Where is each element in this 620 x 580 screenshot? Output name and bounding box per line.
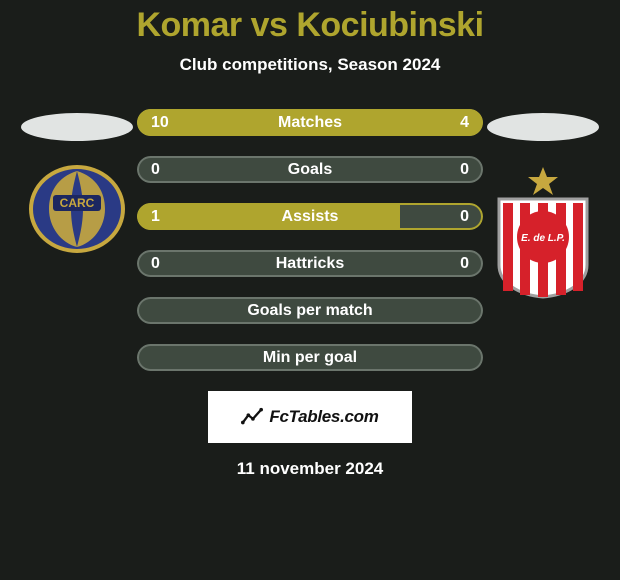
shadow-ellipse-right	[487, 113, 599, 141]
stat-bar: 00Goals	[137, 156, 483, 183]
stat-bars: 104Matches 00Goals 10Assists 00Hattricks Goa…	[137, 109, 483, 371]
stat-bar-label: Goals	[137, 156, 483, 183]
svg-text:E. de L.P.: E. de L.P.	[521, 233, 565, 244]
stat-bar: Min per goal	[137, 344, 483, 371]
footer-brand-badge[interactable]: FcTables.com	[208, 391, 412, 443]
stat-bar-label: Assists	[137, 203, 483, 230]
estudiantes-crest-icon: E. de L.P.	[489, 165, 597, 299]
stat-bar-label: Min per goal	[137, 344, 483, 371]
stat-bar-label: Matches	[137, 109, 483, 136]
team-left-crest: CARC	[27, 159, 127, 259]
svg-text:CARC: CARC	[60, 196, 95, 210]
page-title: Komar vs Kociubinski	[136, 6, 483, 45]
left-team-col: CARC	[17, 109, 137, 259]
date-text: 11 november 2024	[237, 459, 383, 479]
stat-bar-label: Goals per match	[137, 297, 483, 324]
fctables-logo-icon	[241, 406, 263, 428]
comparison-row: CARC 104Matches 00Goals 10Assists 00Hattric…	[0, 109, 620, 371]
shadow-ellipse-left	[21, 113, 133, 141]
content-wrapper: Komar vs Kociubinski Club competitions, …	[0, 0, 620, 580]
stat-bar-label: Hattricks	[137, 250, 483, 277]
team-right-crest: E. de L.P.	[489, 165, 597, 299]
rosario-crest-icon: CARC	[27, 159, 127, 259]
subtitle: Club competitions, Season 2024	[180, 55, 441, 75]
stat-bar: 10Assists	[137, 203, 483, 230]
stat-bar: 104Matches	[137, 109, 483, 136]
stat-bar: 00Hattricks	[137, 250, 483, 277]
footer-brand-text: FcTables.com	[269, 407, 378, 427]
stat-bar: Goals per match	[137, 297, 483, 324]
right-team-col: E. de L.P.	[483, 109, 603, 299]
